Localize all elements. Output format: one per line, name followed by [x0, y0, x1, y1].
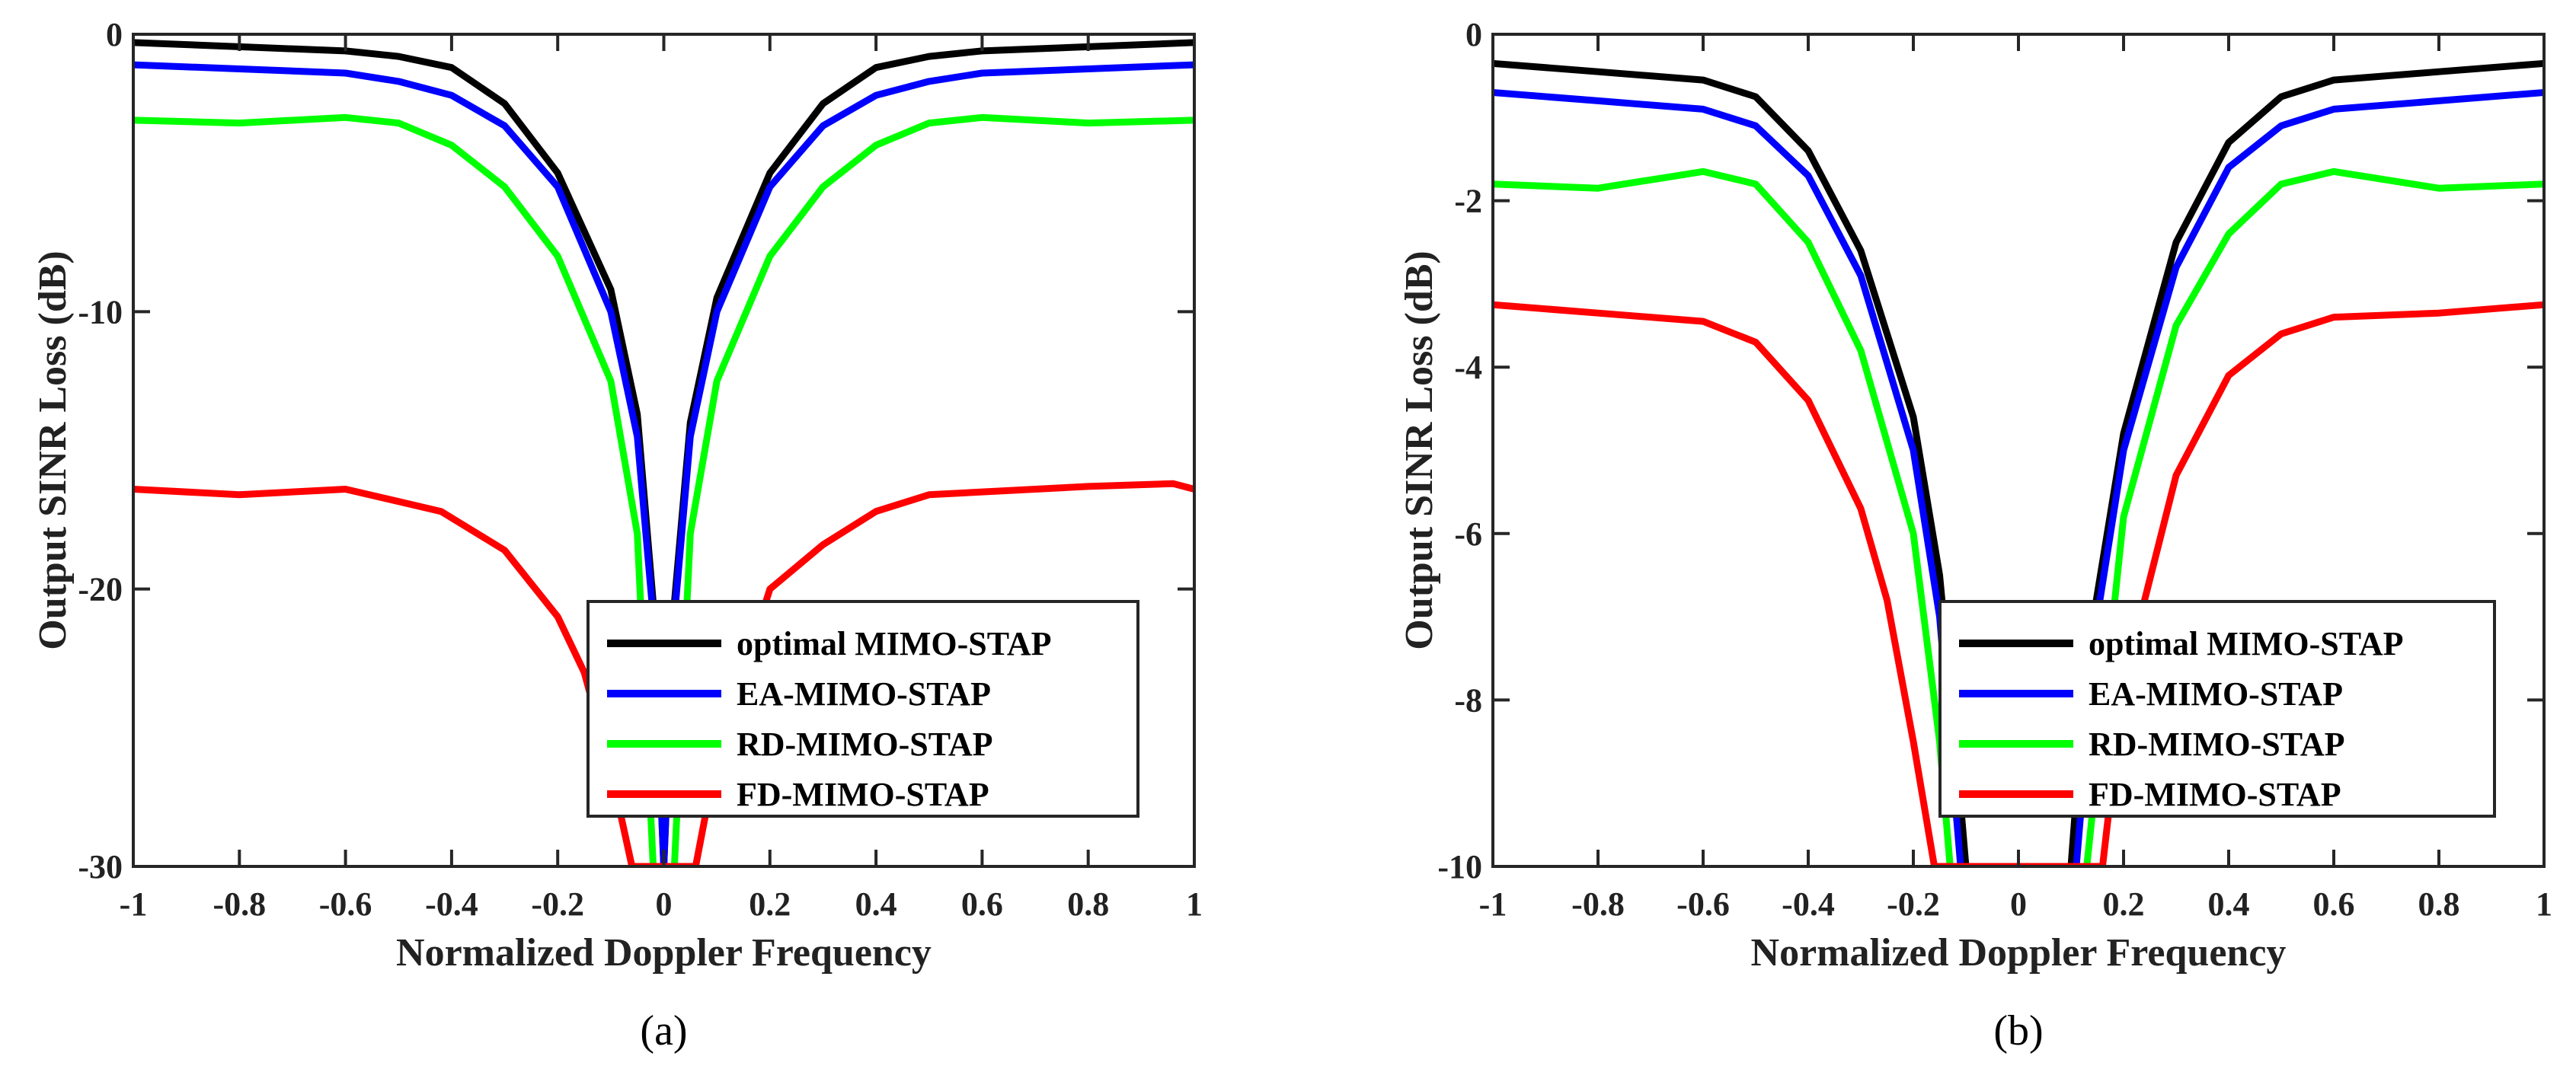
legend-box [1938, 600, 2496, 818]
legend-label: RD-MIMO-STAP [737, 726, 992, 763]
y-tick-label: 0 [1465, 16, 1482, 53]
series-line-rd-mimo-stap [133, 113, 1194, 866]
y-tick-label: -20 [78, 571, 123, 608]
legend-label: EA-MIMO-STAP [2089, 675, 2343, 713]
y-tick-label: -30 [78, 848, 123, 885]
y-tick-label: -6 [1454, 515, 1482, 553]
series-line-optimal-mimo-stap [1493, 59, 2544, 866]
legend: optimal MIMO-STAP EA-MIMO-STAP RD-MIMO-STA… [586, 600, 1139, 818]
series-line-optimal-mimo-stap [133, 39, 1194, 866]
y-tick-label: -2 [1454, 183, 1482, 220]
series-group [133, 39, 1194, 866]
legend-box [586, 600, 1139, 818]
legend-label: EA-MIMO-STAP [737, 675, 991, 713]
x-tick-label: 0 [2010, 885, 2027, 923]
x-tick-label: -0.6 [1676, 885, 1730, 923]
x-axis-label: Normalized Doppler Frequency [396, 931, 932, 975]
x-tick-label: 0.8 [1067, 885, 1109, 923]
legend-label: FD-MIMO-STAP [2089, 776, 2341, 813]
x-tick-label: 0 [656, 885, 673, 923]
x-tick-label: -0.8 [1571, 885, 1625, 923]
x-tick-label: 0.6 [961, 885, 1003, 923]
legend-label: optimal MIMO-STAP [737, 625, 1052, 662]
series-line-ea-mimo-stap [133, 61, 1194, 866]
x-tick-label: -0.6 [319, 885, 372, 923]
x-tick-label: 0.4 [2208, 885, 2250, 923]
y-tick-label: 0 [106, 16, 123, 53]
series-line-fd-mimo-stap [133, 480, 1194, 866]
series-line-fd-mimo-stap [1493, 301, 2544, 866]
x-tick-label: 0.2 [2103, 885, 2145, 923]
x-axis-label: Normalized Doppler Frequency [1751, 931, 2287, 975]
x-tick-label: 0.8 [2418, 885, 2460, 923]
series-group [1493, 59, 2544, 866]
x-tick-label: 1 [1186, 885, 1203, 923]
series-line-ea-mimo-stap [1493, 89, 2544, 866]
panel-label: (b) [1993, 1007, 2043, 1054]
legend-label: RD-MIMO-STAP [2089, 726, 2344, 763]
legend-label: FD-MIMO-STAP [737, 776, 989, 813]
legend: optimal MIMO-STAP EA-MIMO-STAP RD-MIMO-STA… [1938, 600, 2496, 818]
x-tick-label: -0.2 [1887, 885, 1940, 923]
x-tick-label: 0.2 [749, 885, 791, 923]
x-tick-label: -0.2 [531, 885, 584, 923]
y-axis-label: Output SINR Loss (dB) [31, 250, 75, 650]
panel-label: (a) [640, 1007, 687, 1054]
chart-panel-a: -1 -0.8 -0.6 -0.4 -0.2 0 0.2 0.4 0.6 0.8 1 0 -10 -20 -… [31, 16, 1203, 1054]
series-line-rd-mimo-stap [1493, 168, 2544, 866]
x-tick-label: -0.8 [213, 885, 266, 923]
x-tick-label: -0.4 [1782, 885, 1835, 923]
x-tick-label: 0.6 [2313, 885, 2355, 923]
y-tick-label: -10 [78, 293, 123, 330]
y-tick-label: -10 [1437, 848, 1482, 885]
x-tick-label: -1 [120, 885, 148, 923]
y-tick-label: -4 [1454, 349, 1482, 386]
legend-label: optimal MIMO-STAP [2089, 625, 2404, 662]
x-tick-label: 0.4 [855, 885, 897, 923]
x-tick-label: -1 [1479, 885, 1507, 923]
x-tick-label: -0.4 [425, 885, 478, 923]
y-axis-label: Output SINR Loss (dB) [1398, 250, 1441, 650]
x-tick-label: 1 [2536, 885, 2552, 923]
chart-panel-b: -1 -0.8 -0.6 -0.4 -0.2 0 0.2 0.4 0.6 0.8 1 0 -2 -4 -6 -… [1398, 16, 2552, 1054]
y-tick-label: -8 [1454, 681, 1482, 719]
